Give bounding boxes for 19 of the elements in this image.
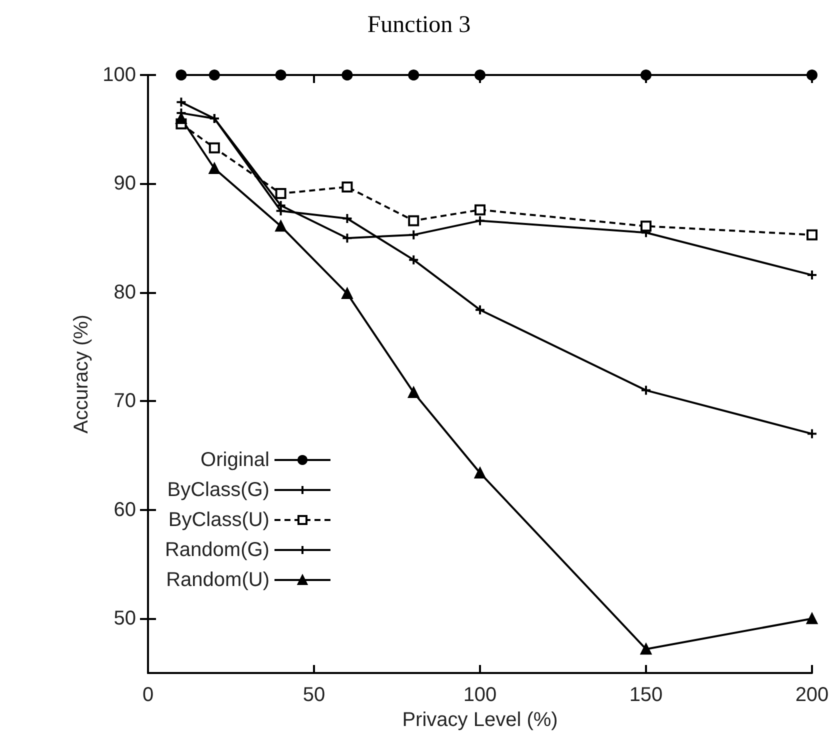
- x-tick-label: 100: [463, 684, 497, 706]
- y-tick-label: 60: [114, 498, 136, 521]
- y-tick-label: 70: [114, 390, 136, 412]
- chart-title: Function 3: [367, 12, 471, 38]
- y-axis-title: Accuracy (%): [70, 314, 93, 434]
- legend-label: Original: [200, 449, 270, 471]
- x-tick-label: 150: [629, 684, 663, 706]
- legend-label: Random(U): [166, 569, 270, 591]
- legend-label: ByClass(U): [168, 509, 270, 531]
- y-tick-label: 80: [114, 281, 136, 304]
- x-tick-label: 200: [795, 684, 829, 706]
- x-tick-label: 50: [302, 684, 326, 706]
- y-tick-label: 50: [114, 608, 136, 630]
- legend-label: Random(G): [164, 539, 270, 561]
- y-tick-label: 100: [102, 64, 136, 86]
- x-axis-title: Privacy Level (%): [402, 708, 558, 731]
- y-tick-label: 90: [114, 172, 136, 195]
- legend-label: ByClass(G): [167, 479, 270, 501]
- x-tick-label: 0: [142, 684, 154, 706]
